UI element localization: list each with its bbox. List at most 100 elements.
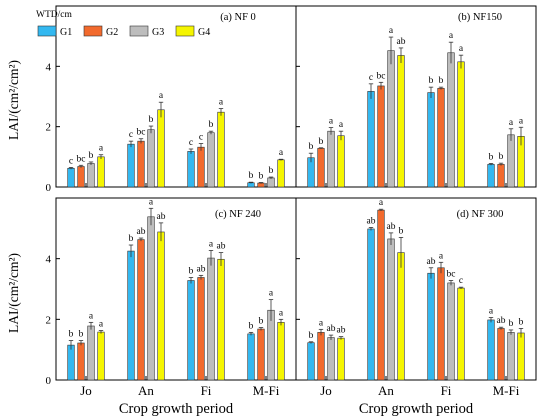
legend-swatch	[83, 25, 103, 37]
x-tick-label: M-Fi	[253, 383, 280, 398]
x-tick-label: An	[138, 383, 154, 398]
significance-label: a	[99, 144, 104, 154]
significance-label: ab	[197, 264, 206, 274]
bar	[307, 342, 315, 381]
bar	[427, 92, 435, 188]
bar	[367, 228, 375, 381]
significance-label: b	[429, 76, 434, 86]
bar	[497, 164, 505, 188]
bar	[147, 216, 155, 381]
legend-swatch	[37, 25, 57, 37]
bar	[267, 177, 275, 188]
bar	[317, 332, 325, 381]
bar	[437, 88, 445, 188]
bar	[127, 143, 135, 188]
significance-label: ab	[427, 257, 436, 267]
significance-label: ab	[337, 326, 346, 336]
significance-label: b	[439, 76, 444, 86]
significance-label: a	[449, 31, 454, 41]
bar	[387, 238, 395, 381]
significance-label: a	[329, 117, 334, 127]
significance-label: b	[149, 115, 154, 125]
y-tick-label: 2	[46, 314, 52, 326]
bar	[487, 319, 495, 381]
bar	[87, 325, 95, 381]
bar	[97, 331, 105, 381]
bar	[447, 282, 455, 381]
significance-label: a	[389, 26, 394, 36]
legend-swatch	[175, 25, 195, 37]
significance-label: a	[279, 148, 284, 158]
significance-label: b	[499, 152, 504, 162]
x-tick-label: Fi	[441, 383, 452, 398]
significance-label: ab	[137, 227, 146, 237]
significance-label: a	[209, 239, 214, 249]
significance-label: c	[459, 276, 463, 286]
bar	[327, 337, 335, 381]
x-tick-label: An	[378, 383, 394, 398]
significance-label: ab	[367, 216, 376, 226]
bar	[207, 257, 215, 381]
y-axis-label-bottom: LAI/(cm²/cm²)	[6, 253, 21, 333]
significance-label: a	[509, 118, 514, 128]
bar	[277, 322, 285, 381]
bar	[517, 332, 525, 381]
x-tick-label: Jo	[80, 383, 92, 398]
bar	[507, 134, 515, 188]
bar	[147, 129, 155, 188]
bar	[157, 109, 165, 188]
bar	[77, 342, 85, 381]
bar	[157, 231, 165, 381]
bar	[487, 164, 495, 188]
y-tick-label: 2	[46, 122, 52, 134]
legend: WTD/cm G1 G2 G3 G4	[36, 10, 210, 38]
significance-label: a	[459, 44, 464, 54]
significance-label: b	[259, 317, 264, 327]
significance-label: b	[129, 234, 134, 244]
significance-label: b	[519, 317, 524, 327]
panel-title: (c) NF 240	[215, 209, 261, 220]
bar	[137, 140, 145, 188]
x-axis-label-left: Crop growth period	[119, 401, 234, 417]
bar	[447, 52, 455, 188]
significance-label: b	[269, 166, 274, 176]
bar	[387, 50, 395, 188]
y-tick-label: 0	[46, 375, 52, 387]
bar	[217, 258, 225, 381]
significance-label: ab	[327, 324, 336, 334]
y-axis-label-top: LAI/(cm²/cm²)	[6, 60, 21, 140]
significance-label: b	[69, 330, 74, 340]
bar	[377, 85, 385, 188]
significance-label: a	[219, 98, 224, 108]
panel-title: (a) NF 0	[220, 12, 256, 23]
panel-frame	[295, 5, 537, 188]
legend-label: G4	[198, 27, 210, 38]
significance-label: b	[249, 171, 254, 181]
bar	[327, 130, 335, 188]
bar	[197, 277, 205, 381]
significance-label: a	[319, 318, 324, 328]
legend-label: G2	[106, 27, 118, 38]
legend-label: G3	[152, 27, 164, 38]
significance-label: b	[209, 120, 214, 130]
significance-label: b	[249, 321, 254, 331]
bar	[377, 209, 385, 381]
significance-label: b	[489, 152, 494, 162]
significance-label: a	[489, 307, 494, 317]
significance-label: a	[99, 320, 104, 330]
bar	[397, 55, 405, 188]
bar	[337, 337, 345, 381]
significance-label: b	[319, 137, 324, 147]
bar	[187, 280, 195, 381]
significance-label: b	[89, 151, 94, 161]
bar	[397, 252, 405, 381]
legend-label: G1	[60, 27, 72, 38]
significance-label: a	[149, 197, 154, 207]
significance-label: a	[89, 311, 94, 321]
significance-label: bc	[447, 270, 456, 280]
significance-label: a	[379, 198, 384, 208]
